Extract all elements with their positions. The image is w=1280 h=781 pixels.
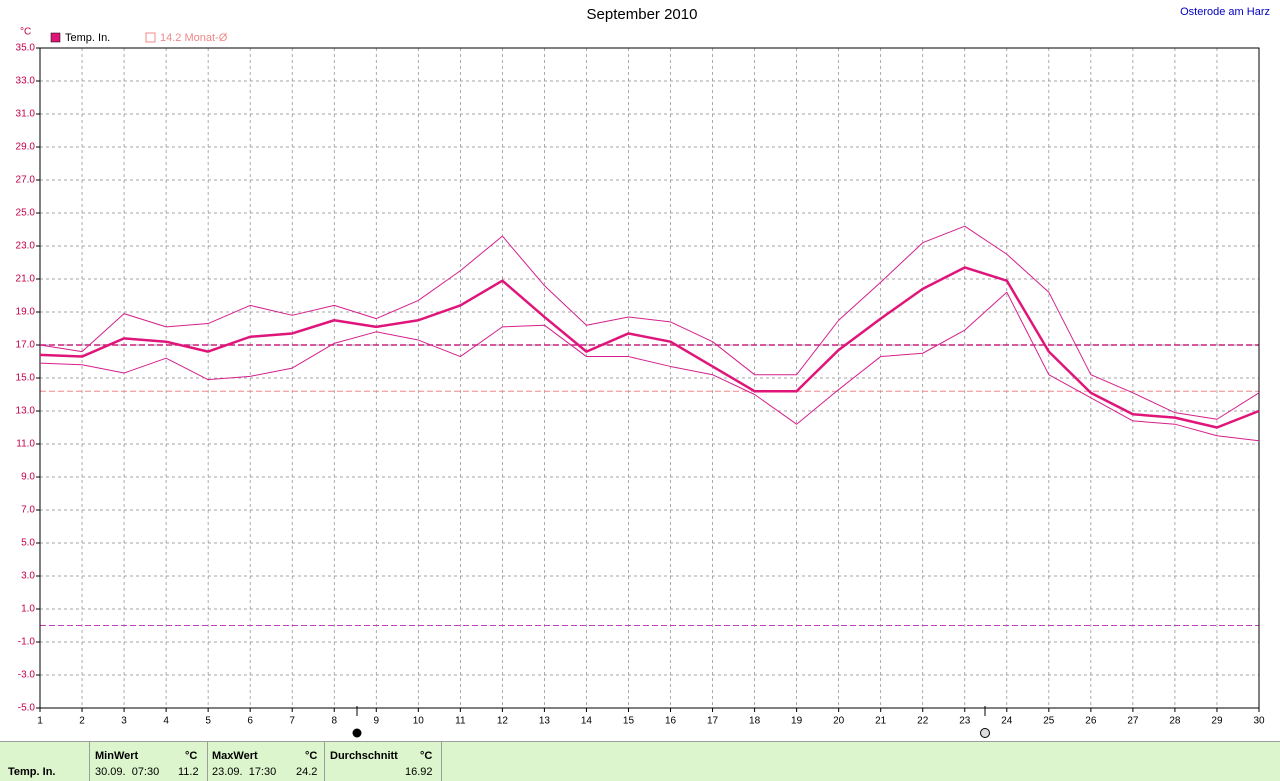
- x-tick-label: 29: [1211, 716, 1223, 727]
- y-tick-label: 3.0: [21, 571, 35, 582]
- x-tick-label: 17: [707, 716, 719, 727]
- x-tick-label: 15: [623, 716, 635, 727]
- y-tick-label: 27.0: [16, 175, 36, 186]
- x-tick-label: 16: [665, 716, 677, 727]
- legend-swatch: [50, 32, 61, 43]
- y-tick-label: -1.0: [18, 637, 36, 648]
- col-header: MinWert: [95, 750, 139, 762]
- max-value: 24.2: [296, 766, 318, 778]
- x-tick-label: 26: [1085, 716, 1097, 727]
- series-line: [39, 225, 1260, 420]
- y-tick-label: 9.0: [21, 472, 35, 483]
- x-tick-label: 24: [1001, 716, 1013, 727]
- y-tick-label: 17.0: [16, 340, 36, 351]
- col-header: Durchschnitt: [330, 750, 398, 762]
- y-tick-label: 29.0: [16, 142, 36, 153]
- x-tick-label: 5: [205, 716, 211, 727]
- legend-label: Temp. In.: [65, 32, 110, 44]
- y-tick-label: 7.0: [21, 505, 35, 516]
- x-tick-label: 12: [497, 716, 509, 727]
- separator: [207, 742, 208, 781]
- x-tick-label: 9: [373, 716, 379, 727]
- y-tick-label: 23.0: [16, 241, 36, 252]
- y-tick-label: -3.0: [18, 670, 36, 681]
- chart: September 2010 Osterode am Harz °C Temp.…: [16, 6, 1270, 738]
- x-tick-label: 2: [79, 716, 85, 727]
- y-tick-label: 31.0: [16, 109, 36, 120]
- separator: [324, 742, 325, 781]
- col-unit: °C: [305, 750, 318, 762]
- series-line: [39, 266, 1260, 429]
- x-tick-label: 27: [1127, 716, 1139, 727]
- x-tick-label: 18: [749, 716, 761, 727]
- separator: [89, 742, 90, 781]
- y-tick-label: 1.0: [21, 604, 35, 615]
- legend-swatch: [145, 32, 156, 43]
- y-tick-label: 19.0: [16, 307, 36, 318]
- x-tick-label: 13: [539, 716, 551, 727]
- x-tick-label: 23: [959, 716, 971, 727]
- x-tick-label: 10: [413, 716, 425, 727]
- x-tick-label: 8: [331, 716, 337, 727]
- col-unit: °C: [420, 750, 433, 762]
- col-header: MaxWert: [212, 750, 258, 762]
- x-tick-label: 19: [791, 716, 803, 727]
- min-value: 11.2: [178, 766, 199, 778]
- moon-icon: [352, 728, 362, 738]
- moon-icon: [980, 728, 990, 738]
- y-tick-label: 13.0: [16, 406, 36, 417]
- x-tick-label: 3: [121, 716, 127, 727]
- legend-label: 14.2 Monat-Ø: [160, 32, 228, 44]
- separator: [441, 742, 442, 781]
- y-tick-label: 35.0: [16, 43, 36, 54]
- y-tick-label: 15.0: [16, 373, 36, 384]
- y-tick-label: 11.0: [16, 439, 35, 450]
- x-tick-label: 25: [1043, 716, 1055, 727]
- x-tick-label: 7: [289, 716, 295, 727]
- x-tick-label: 1: [37, 716, 43, 727]
- chart-title: September 2010: [587, 6, 698, 23]
- y-tick-label: 5.0: [21, 538, 35, 549]
- min-time: 30.09. 07:30: [95, 766, 160, 778]
- x-tick-label: 28: [1169, 716, 1181, 727]
- y-tick-label: 25.0: [16, 208, 36, 219]
- x-tick-label: 11: [455, 716, 466, 727]
- location: Osterode am Harz: [1180, 6, 1270, 18]
- row-label: Temp. In.: [8, 766, 56, 778]
- plot-frame: [39, 47, 1260, 709]
- x-tick-label: 20: [833, 716, 845, 727]
- x-tick-label: 22: [917, 716, 929, 727]
- x-tick-label: 14: [581, 716, 593, 727]
- stats-table: Temp. In. MinWert °C 30.09. 07:30 11.2 M…: [0, 741, 1280, 781]
- y-unit: °C: [20, 27, 31, 38]
- y-tick-label: 21.0: [16, 274, 36, 285]
- max-time: 23.09. 17:30: [212, 766, 277, 778]
- y-tick-label: 33.0: [16, 76, 36, 87]
- avg-value: 16.92: [405, 766, 433, 778]
- col-unit: °C: [185, 750, 198, 762]
- x-tick-label: 4: [163, 716, 169, 727]
- series-line: [39, 291, 1260, 442]
- x-tick-label: 21: [875, 716, 887, 727]
- y-tick-label: -5.0: [18, 703, 36, 714]
- x-tick-label: 30: [1253, 716, 1265, 727]
- x-tick-label: 6: [247, 716, 253, 727]
